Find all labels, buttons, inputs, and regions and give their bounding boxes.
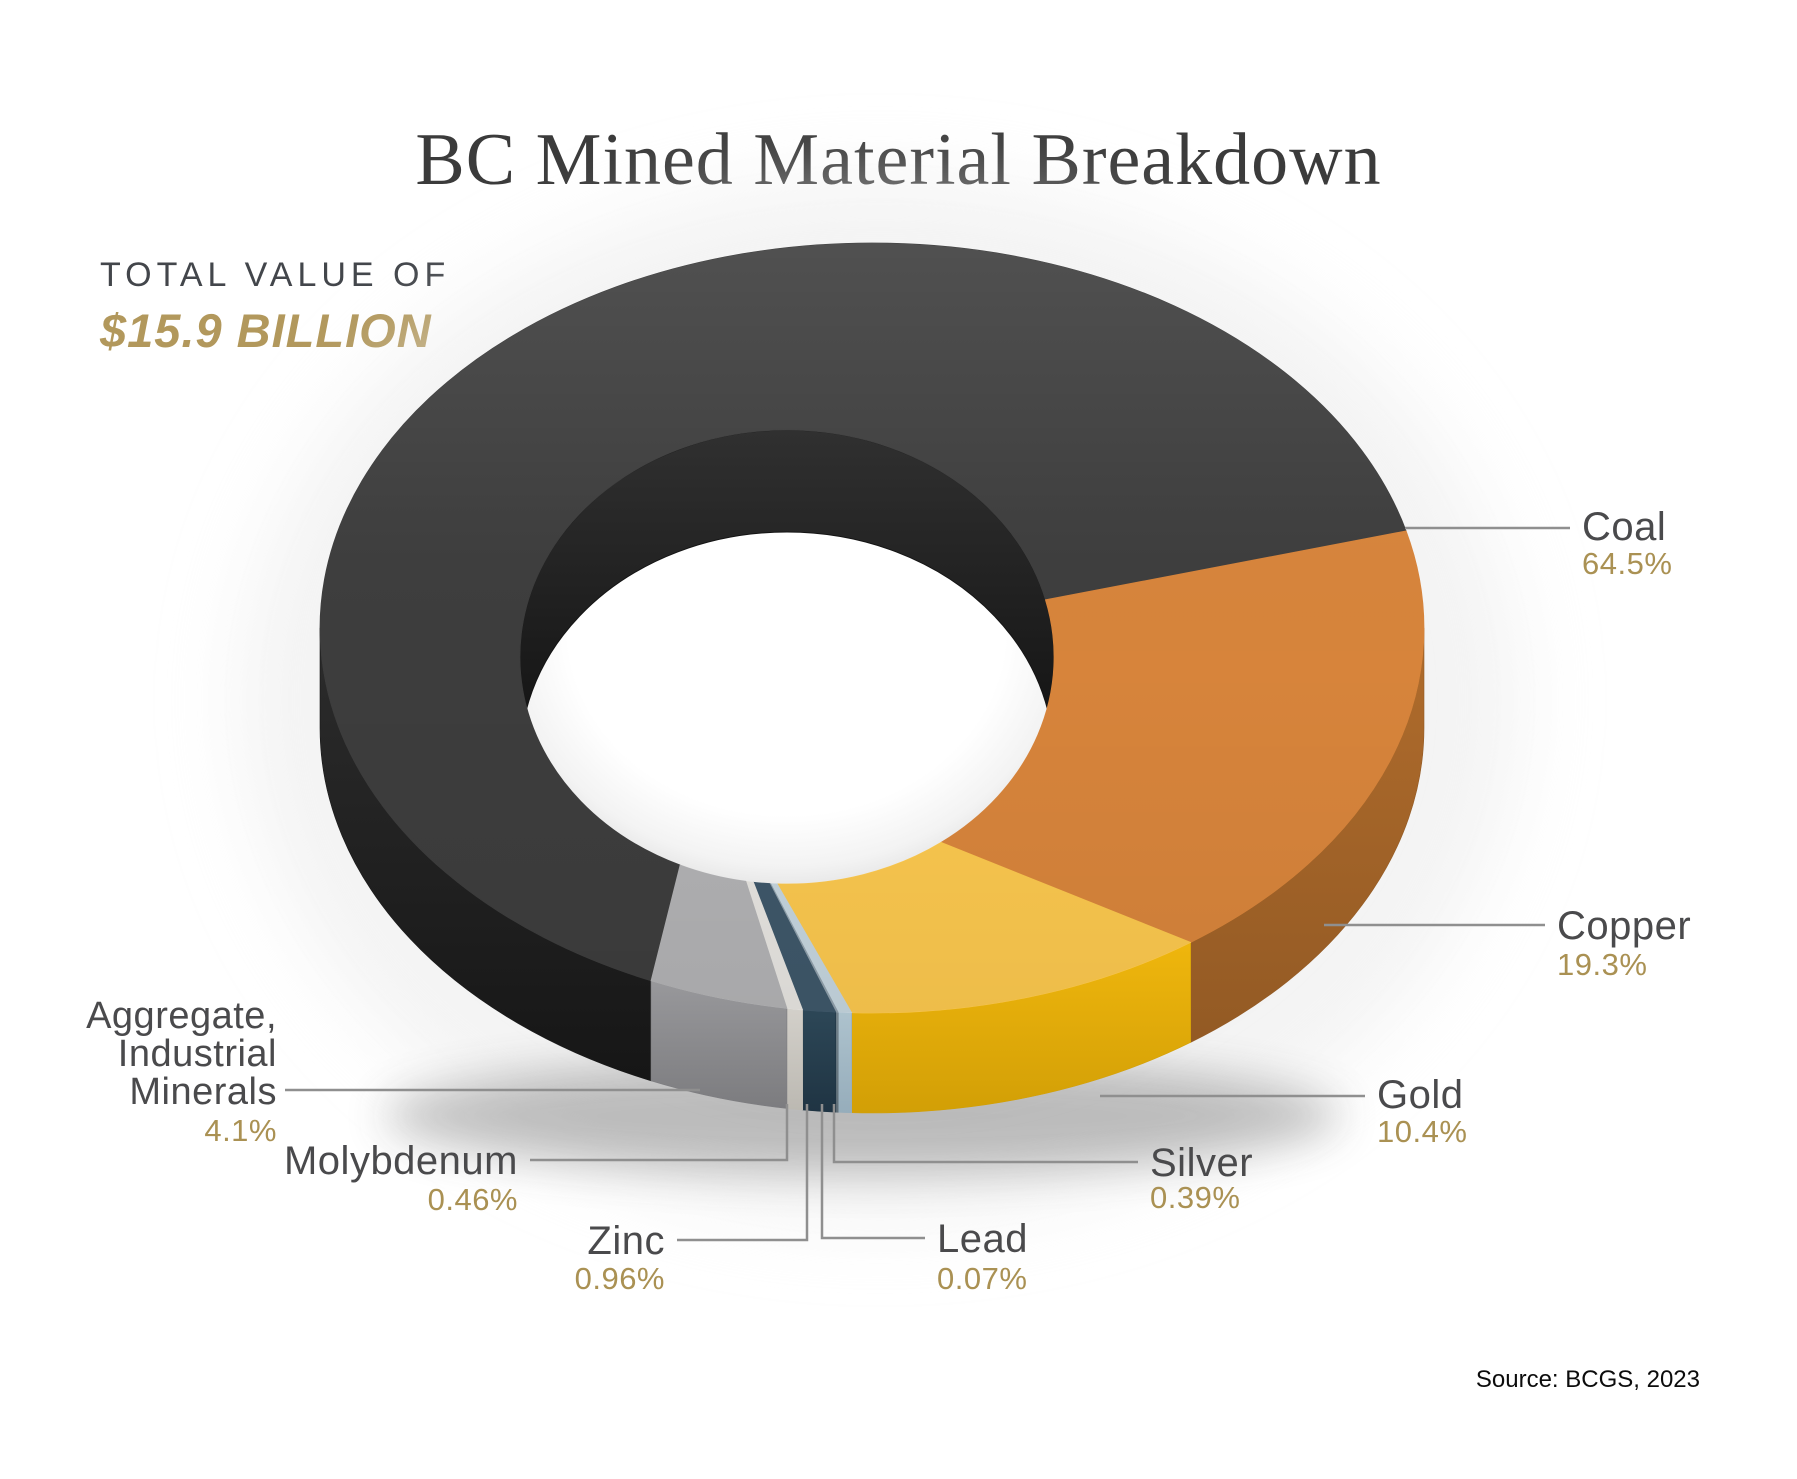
slice-value-coal: 64.5% [1582,546,1672,581]
slice-label-silver: Silver [1150,1141,1253,1185]
slice-value-lead: 0.07% [937,1261,1027,1296]
slice-label-aggregate: Minerals [129,1071,277,1113]
slice-value-copper: 19.3% [1557,947,1647,982]
leader-line-lead [820,1104,925,1240]
pie-slice-side-molybdenum [786,1008,803,1111]
slice-label-coal: Coal [1582,505,1666,549]
slice-label-gold: Gold [1377,1073,1464,1117]
pie-slice-side-silver [837,1011,852,1114]
slice-value-zinc: 0.96% [575,1261,665,1296]
total-value-block: TOTAL VALUE OF $15.9 BILLION [100,256,450,358]
total-value-label: TOTAL VALUE OF [100,256,451,294]
slice-value-molybdenum: 0.46% [428,1182,518,1217]
slice-label-molybdenum: Molybdenum [284,1139,518,1183]
pie-slice-side-zinc [802,1009,837,1113]
top-face-sheen [320,243,1424,1013]
pie-slice-side-lead [835,1011,839,1113]
slice-value-silver: 0.39% [1150,1180,1240,1215]
slice-label-zinc: Zinc [587,1219,665,1263]
leader-line-silver [832,1104,1138,1164]
slice-value-gold: 10.4% [1377,1114,1467,1149]
slice-label-aggregate: Industrial [118,1033,277,1075]
source-note: Source: BCGS, 2023 [1475,1366,1700,1393]
drop-shadow [384,1058,1340,1174]
total-value-amount: $15.9 BILLION [100,304,432,357]
slice-value-aggregate: 4.1% [204,1113,277,1148]
leader-line-molybdenum [530,1104,789,1162]
slice-label-lead: Lead [937,1217,1028,1261]
slice-label-aggregate: Aggregate, [86,995,277,1037]
leader-line-zinc [677,1104,809,1242]
donut-3d [240,180,1520,1220]
slice-label-copper: Copper [1557,904,1691,948]
